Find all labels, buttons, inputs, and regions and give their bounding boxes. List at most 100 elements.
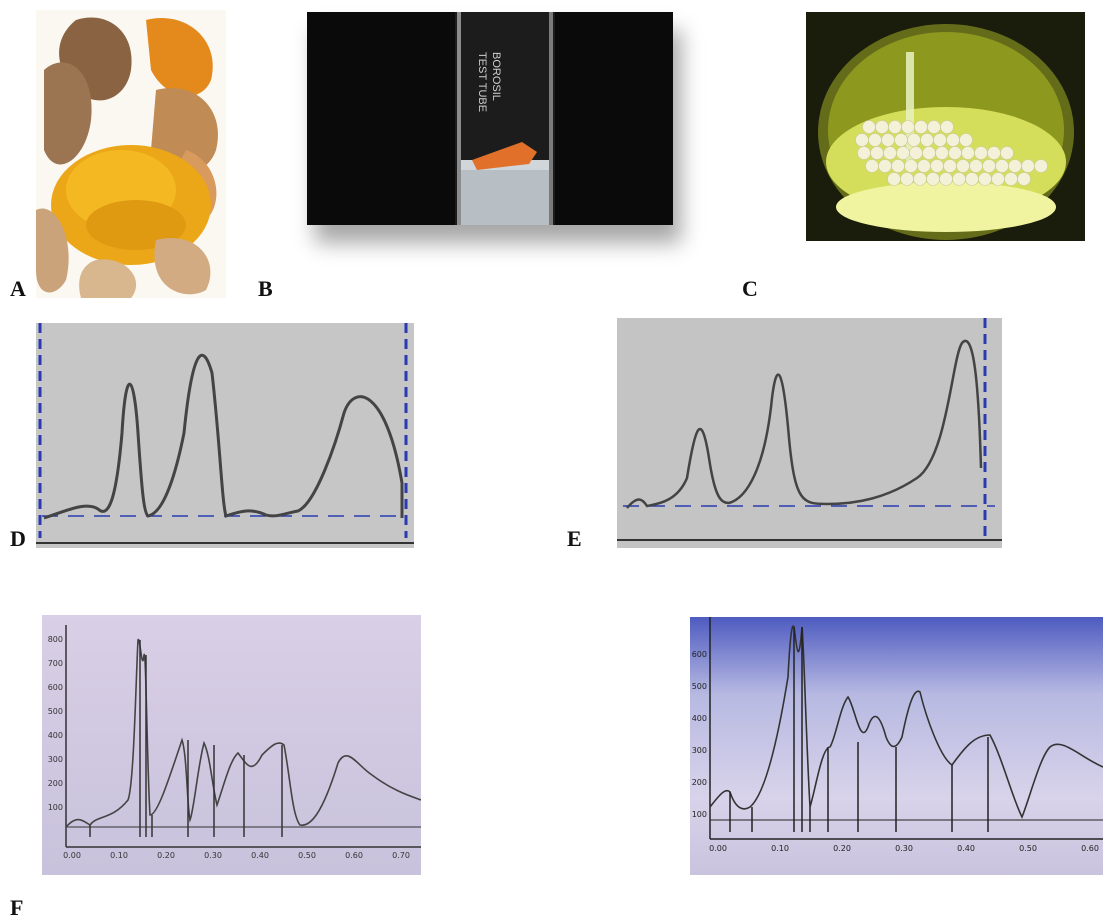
x-tick-label: 0.10 bbox=[110, 851, 128, 860]
bead bbox=[857, 146, 871, 160]
bead bbox=[969, 159, 983, 173]
bead bbox=[978, 172, 992, 186]
bead bbox=[1034, 159, 1048, 173]
bead bbox=[907, 133, 921, 147]
bead bbox=[987, 146, 1001, 160]
x-tick-label: 0.30 bbox=[204, 851, 222, 860]
bead bbox=[933, 133, 947, 147]
y-tick-label: 600 bbox=[692, 650, 707, 659]
bead bbox=[1000, 146, 1014, 160]
bead bbox=[982, 159, 996, 173]
bead bbox=[926, 172, 940, 186]
y-tick-label: 100 bbox=[692, 810, 707, 819]
x-tick-label: 0.50 bbox=[1019, 844, 1037, 853]
bead bbox=[868, 133, 882, 147]
x-tick-label: 0.40 bbox=[251, 851, 269, 860]
bead bbox=[914, 120, 928, 134]
bead-cluster bbox=[855, 120, 1048, 186]
bead bbox=[855, 133, 869, 147]
bead bbox=[888, 120, 902, 134]
y-tick-label: 200 bbox=[48, 779, 63, 788]
bead bbox=[883, 146, 897, 160]
bead bbox=[909, 146, 923, 160]
panel-c-beads-photo bbox=[806, 12, 1085, 241]
y-tick-label: 200 bbox=[692, 778, 707, 787]
y-tick-label: 300 bbox=[692, 746, 707, 755]
y-tick-label: 500 bbox=[48, 707, 63, 716]
bead bbox=[865, 159, 879, 173]
panel-a-turmeric-photo bbox=[36, 10, 226, 298]
x-tick-label: 0.30 bbox=[895, 844, 913, 853]
bead bbox=[896, 146, 910, 160]
tube-type-text: TEST TUBE bbox=[476, 52, 488, 112]
bead bbox=[913, 172, 927, 186]
bead bbox=[935, 146, 949, 160]
bead bbox=[862, 120, 876, 134]
densitogram-trace-right bbox=[709, 625, 1103, 819]
bead bbox=[870, 146, 884, 160]
y-tick-label: 600 bbox=[48, 683, 63, 692]
panel-d-chromatogram bbox=[36, 323, 414, 548]
bead bbox=[965, 172, 979, 186]
x-tick-label: 0.70 bbox=[392, 851, 410, 860]
x-tick-label: 0.60 bbox=[345, 851, 363, 860]
panel-e-chromatogram bbox=[617, 318, 1002, 548]
panel-label-a: A bbox=[10, 276, 26, 301]
bead bbox=[995, 159, 1009, 173]
panel-b-test-tube-photo: BOROSIL TEST TUBE bbox=[307, 12, 673, 225]
bead bbox=[991, 172, 1005, 186]
bead bbox=[961, 146, 975, 160]
panel-label-e: E bbox=[567, 526, 582, 551]
bead bbox=[940, 120, 954, 134]
y-tick-label: 100 bbox=[48, 803, 63, 812]
bead bbox=[920, 133, 934, 147]
bead bbox=[887, 172, 901, 186]
bead bbox=[875, 120, 889, 134]
bead bbox=[946, 133, 960, 147]
bead bbox=[939, 172, 953, 186]
y-tick-label: 300 bbox=[48, 755, 63, 764]
turmeric-image bbox=[36, 10, 226, 298]
bead bbox=[959, 133, 973, 147]
test-tube-image: BOROSIL TEST TUBE bbox=[307, 12, 673, 225]
bead bbox=[956, 159, 970, 173]
y-tick-label: 400 bbox=[48, 731, 63, 740]
y-tick-label: 800 bbox=[48, 635, 63, 644]
bead bbox=[904, 159, 918, 173]
x-tick-label: 0.50 bbox=[298, 851, 316, 860]
bead bbox=[901, 120, 915, 134]
bead bbox=[894, 133, 908, 147]
bead bbox=[930, 159, 944, 173]
y-tick-label: 700 bbox=[48, 659, 63, 668]
x-tick-label: 0.40 bbox=[957, 844, 975, 853]
bead bbox=[878, 159, 892, 173]
x-tick-label: 0.10 bbox=[771, 844, 789, 853]
x-tick-label: 0.00 bbox=[63, 851, 81, 860]
bead bbox=[927, 120, 941, 134]
bead bbox=[948, 146, 962, 160]
x-tick-label: 0.20 bbox=[833, 844, 851, 853]
bead bbox=[891, 159, 905, 173]
bead bbox=[881, 133, 895, 147]
panel-f-right-densitogram: 600 500 400 300 200 100 0.00 0.10 0.20 0.30 0.40 0… bbox=[690, 617, 1103, 875]
bead bbox=[900, 172, 914, 186]
panel-label-d: D bbox=[10, 526, 26, 551]
panel-label-b: B bbox=[258, 276, 273, 301]
bead bbox=[917, 159, 931, 173]
bead bbox=[952, 172, 966, 186]
panel-f-left-densitogram: 800 700 600 500 400 300 200 100 0.00 0.10 0.20 0.3… bbox=[42, 615, 421, 875]
bead bbox=[974, 146, 988, 160]
panel-label-f: F bbox=[10, 895, 24, 920]
panel-label-c: C bbox=[742, 276, 758, 301]
densitogram-trace-left bbox=[65, 639, 421, 828]
bead bbox=[1004, 172, 1018, 186]
chromatogram-trace-d bbox=[43, 353, 404, 520]
x-tick-label: 0.60 bbox=[1081, 844, 1099, 853]
bead bbox=[922, 146, 936, 160]
bead bbox=[1008, 159, 1022, 173]
bead bbox=[1017, 172, 1031, 186]
x-tick-label: 0.00 bbox=[709, 844, 727, 853]
x-tick-label: 0.20 bbox=[157, 851, 175, 860]
beads-beaker-image bbox=[806, 12, 1085, 241]
bead bbox=[943, 159, 957, 173]
